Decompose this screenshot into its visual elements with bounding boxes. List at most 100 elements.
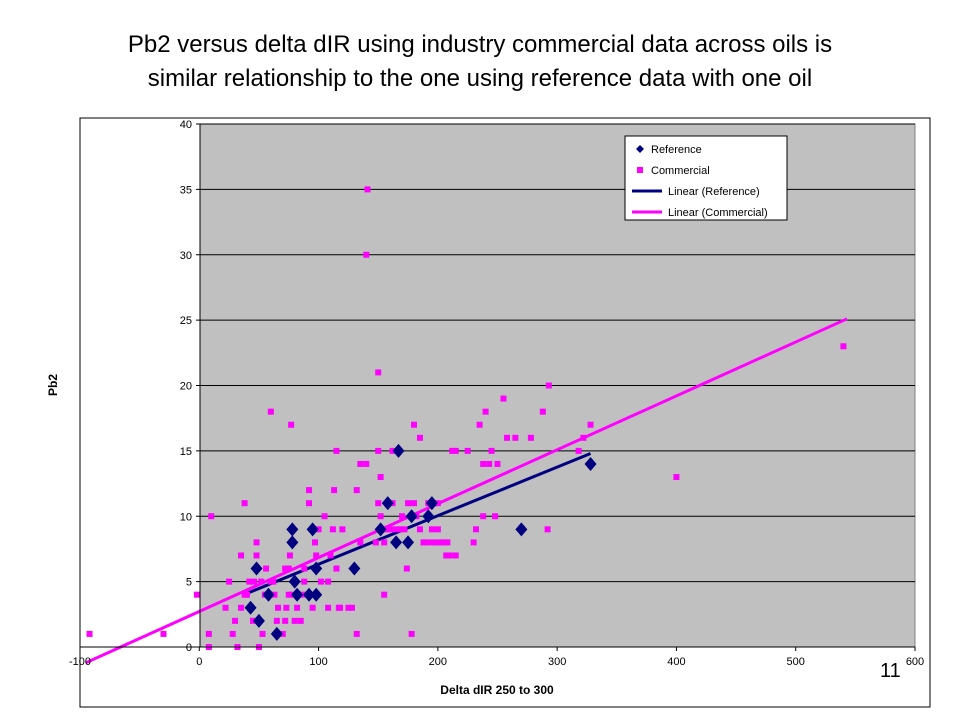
commercial-point [452,447,459,454]
y-tick-label: 15 [180,446,192,458]
commercial-point [238,552,245,559]
reference-point [244,600,257,615]
commercial-point [259,630,266,637]
legend-reference-marker [636,145,644,153]
commercial-point [575,447,582,454]
commercial-point [364,186,371,193]
commercial-point [539,408,546,415]
commercial-point [428,539,435,546]
reference-point [348,561,361,576]
commercial-point [440,539,447,546]
commercial-point [422,539,429,546]
commercial-point [345,604,352,611]
reference-point [402,535,415,550]
commercial-point [545,382,552,389]
commercial-point [309,604,316,611]
commercial-point [301,578,308,585]
commercial-point [500,395,507,402]
reference-point [425,496,438,511]
x-tick-label: 200 [429,656,447,668]
x-tick-label: 300 [548,656,566,668]
commercial-point [434,526,441,533]
commercial-point [449,447,456,454]
y-tick-label: 25 [180,315,192,327]
commercial-point [357,460,364,467]
reference-point [374,522,387,537]
commercial-point [377,513,384,520]
reference-point [381,496,394,511]
reference-point [515,522,528,537]
reference-point [310,587,323,602]
slide-title-line-1: Pb2 versus delta dIR using industry comm… [127,31,833,58]
reference-point [262,587,275,602]
reference-point [291,587,304,602]
commercial-point [251,578,258,585]
commercial-point [286,552,293,559]
commercial-point [452,552,459,559]
commercial-point [263,565,270,572]
reference-point [390,535,403,550]
commercial-point [446,552,453,559]
x-tick-label: 100 [309,656,327,668]
commercial-point [283,604,290,611]
commercial-point [241,500,248,507]
y-tick-label: 0 [186,642,192,654]
commercial-point [544,526,551,533]
commercial-point [375,447,382,454]
reference-point [252,613,265,628]
commercial-point [504,434,511,441]
reference-point [286,522,299,537]
commercial-point [488,447,495,454]
commercial-point [381,539,388,546]
legend-label: Linear (Reference) [668,186,760,198]
trendline-commercial [85,317,848,665]
commercial-point [246,578,253,585]
commercial-point [353,630,360,637]
commercial-point [401,526,408,533]
commercial-point [253,539,260,546]
commercial-point [512,434,519,441]
commercial-point [331,487,338,494]
reference-point [286,535,299,550]
commercial-point [494,460,501,467]
commercial-point [311,539,318,546]
commercial-point [527,434,534,441]
commercial-point [580,434,587,441]
legend-label: Commercial [651,165,710,177]
commercial-point [325,578,332,585]
commercial-point [160,630,167,637]
commercial-point [294,604,301,611]
commercial-point [339,526,346,533]
commercial-point [353,487,360,494]
commercial-point [229,630,236,637]
commercial-point [375,500,382,507]
commercial-point [275,604,282,611]
y-tick-label: 30 [180,250,192,262]
y-axis-label: Pb2 [46,374,60,396]
page-number: 11 [880,660,901,682]
commercial-point [480,513,487,520]
commercial-point [288,421,295,428]
commercial-point [205,630,212,637]
commercial-point [473,526,480,533]
x-tick-label: 500 [787,656,805,668]
slide-title-line-2: similar relationship to the one using re… [147,65,813,92]
commercial-point [393,526,400,533]
reference-point [405,509,418,524]
reference-point [310,561,323,576]
y-tick-label: 20 [180,381,192,393]
reference-point [288,574,301,589]
commercial-point [282,565,289,572]
x-axis-label: Delta dIR 250 to 300 [440,683,554,697]
commercial-point [399,513,406,520]
commercial-point [408,630,415,637]
commercial-point [486,460,493,467]
reference-point [392,443,405,458]
commercial-point [840,343,847,350]
commercial-point [476,421,483,428]
commercial-point [329,526,336,533]
commercial-point [443,552,450,559]
y-tick-label: 5 [186,577,192,589]
reference-point [422,509,435,524]
commercial-point [492,513,499,520]
